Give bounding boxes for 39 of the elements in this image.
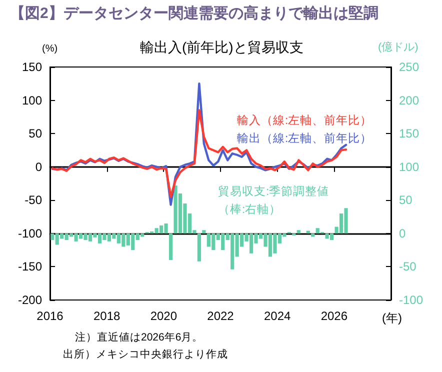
x-tick-label: 2022 <box>207 309 234 323</box>
bar <box>168 233 173 260</box>
x-tick-label: 2020 <box>150 309 178 323</box>
y-tick-label: -200 <box>18 293 42 307</box>
series-label: 輸入（線:左軸、前年比） <box>237 113 372 127</box>
y2-axis-title: (億ドル) <box>378 40 418 54</box>
x-tick-label: 2024 <box>264 309 292 323</box>
y2-tick-label: 100 <box>399 160 420 174</box>
y-tick-label: 100 <box>22 93 42 108</box>
y2-tick-label: 250 <box>399 60 420 74</box>
x-tick-label: 2018 <box>93 309 121 323</box>
bar <box>311 233 315 237</box>
y2-tick-label: 50 <box>399 193 413 208</box>
y-tick-label: -100 <box>18 226 42 240</box>
y2-tick-label: 150 <box>399 126 420 141</box>
y-tick-label: 50 <box>28 126 42 141</box>
x-tick-label: 2026 <box>320 309 348 323</box>
text: 注）直近値は2026年6月。 <box>75 330 204 344</box>
y-tick-label: -150 <box>18 260 42 274</box>
y2-tick-label: 200 <box>399 93 420 108</box>
bar <box>296 230 300 234</box>
chart-subtitle: 輸出入(前年比)と貿易収支 <box>140 39 304 55</box>
bar <box>306 230 310 234</box>
series-label: 輸出（線:左軸、前年比） <box>237 132 372 145</box>
x-axis-title: (年) <box>382 311 402 325</box>
text: 出所）メキシコ中央銀行より作成 <box>63 348 228 360</box>
x-tick-label: 2016 <box>36 309 64 323</box>
bar <box>197 233 201 262</box>
bar <box>202 230 206 234</box>
y2-tick-label: 0 <box>399 226 406 240</box>
y2-tick-label: -50 <box>399 260 417 274</box>
y-tick-label: 150 <box>22 60 42 74</box>
y-axis-title: (%) <box>42 44 58 54</box>
line-series <box>51 109 348 198</box>
y2-tick-label: -100 <box>399 293 424 307</box>
chart-title: 【図2】データセンター関連需要の高まりで輸出は堅調 <box>10 4 378 22</box>
series-label: 貿易収支:季節調整値（棒:右軸） <box>218 184 330 216</box>
y-tick-label: -50 <box>24 193 42 208</box>
y-tick-label: 0 <box>35 160 42 174</box>
